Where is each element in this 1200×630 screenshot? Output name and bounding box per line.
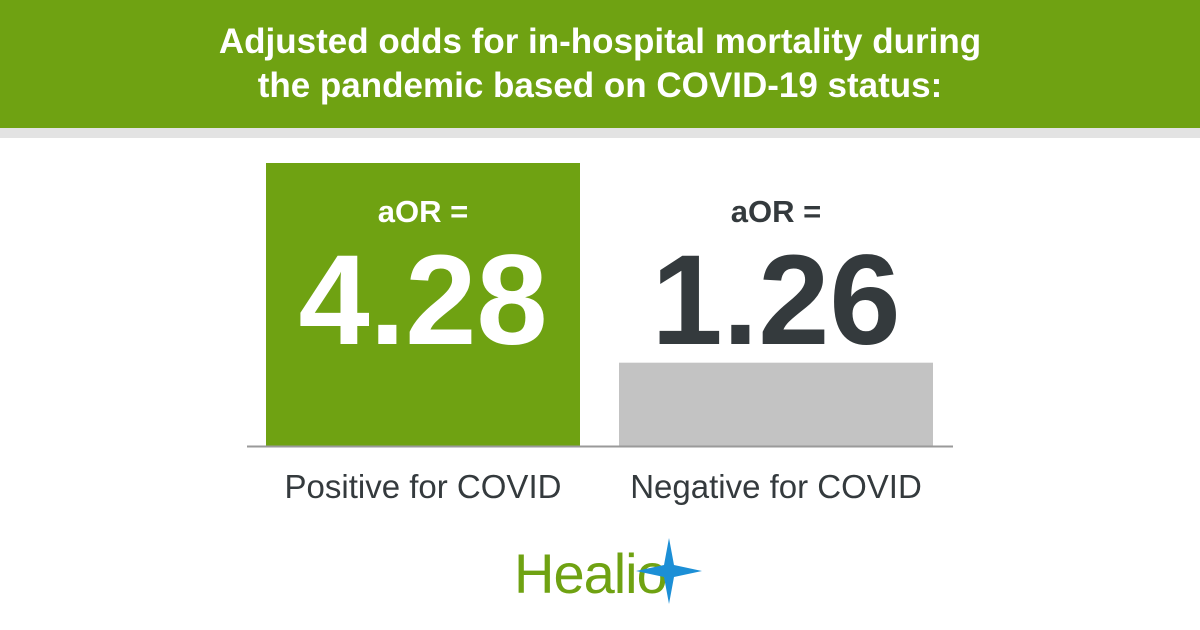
bar-2-prefix-label: aOR = (731, 194, 821, 229)
healio-logo: Healio (514, 538, 724, 610)
bar-2-value-label: 1.26 (651, 229, 900, 372)
logo-text: Healio (514, 542, 668, 605)
header-banner (0, 0, 1200, 128)
chart-title: Adjusted odds for in-hospital mortality … (0, 20, 1200, 108)
bar-2 (619, 362, 933, 446)
title-line-1: Adjusted odds for in-hospital mortality … (218, 22, 982, 61)
category-label-2: Negative for COVID (630, 468, 922, 505)
category-label-1: Positive for COVID (285, 468, 562, 505)
title-line-2: the pandemic based on COVID-19 status: (257, 66, 943, 105)
bar-1-value-label: 4.28 (298, 229, 547, 372)
star-icon (636, 538, 702, 604)
bar-1 (266, 163, 580, 446)
header-divider (0, 128, 1200, 138)
bar-1-prefix-label: aOR = (378, 194, 468, 229)
